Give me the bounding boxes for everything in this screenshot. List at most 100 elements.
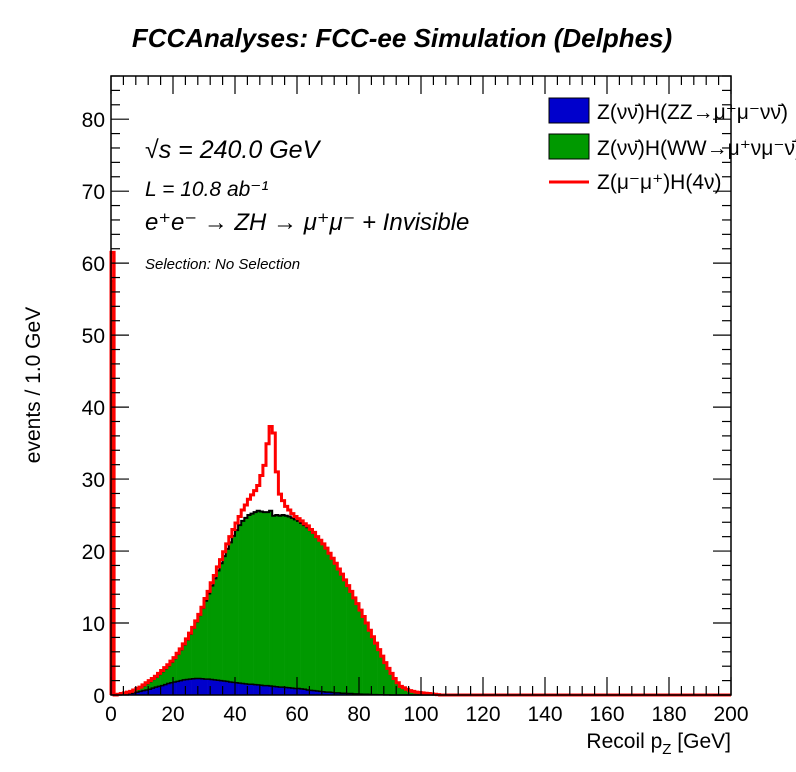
bar-zz (145, 689, 149, 695)
x-tick-label: 0 (105, 703, 117, 726)
bar-ww (188, 633, 192, 680)
legend-swatch-zz (548, 97, 590, 124)
bar-ww (362, 616, 366, 695)
bar-ww (207, 593, 211, 680)
bar-ww (228, 542, 233, 683)
bar-zz (169, 682, 174, 695)
histogram-bars (109, 250, 731, 697)
x-axis-label: Recoil pZ [GeV] (586, 730, 731, 758)
bar-zz (284, 687, 288, 695)
bar-ww (142, 685, 146, 691)
bar-ww (148, 681, 152, 690)
bar-zz (331, 692, 335, 695)
bar-ww (160, 671, 164, 686)
bar-zz (176, 681, 180, 695)
bar-zz (321, 691, 326, 695)
bar-zz (266, 685, 270, 695)
bar-ww (377, 649, 381, 695)
bar-zz (160, 685, 164, 695)
bar-ww (210, 585, 214, 680)
bar-ww (250, 513, 254, 685)
bar-ww (176, 653, 180, 682)
bar-zz (157, 686, 161, 695)
bar-ww (200, 607, 205, 679)
bar-zz (259, 685, 264, 695)
x-tick-label: 100 (403, 703, 438, 726)
bar-zz (309, 690, 313, 695)
bar-zz (179, 680, 183, 695)
bar-zz (148, 689, 152, 695)
bar-ww (383, 662, 388, 695)
bar-ww (402, 687, 406, 695)
bar-ww (163, 668, 168, 685)
bar-ww (216, 570, 220, 681)
bar-zz (241, 683, 245, 695)
bar-zz (235, 682, 239, 695)
bar-ww (315, 536, 319, 692)
bar-ww (380, 656, 385, 695)
y-tick-label: 80 (82, 109, 105, 132)
bar-zz (225, 681, 230, 695)
bar-zz (142, 690, 146, 695)
bar-ww (225, 548, 230, 682)
y-tick-label: 30 (82, 469, 105, 492)
bar-zz (297, 688, 301, 695)
bar-ww (169, 661, 174, 683)
bar-ww (374, 643, 378, 695)
bar-ww (173, 658, 177, 683)
bar-zz (166, 683, 171, 695)
x-tick-label: 140 (527, 703, 562, 726)
bar-ww (300, 522, 304, 689)
bar-ww (182, 644, 186, 680)
bar-ww (284, 515, 288, 688)
bar-ww (318, 540, 323, 692)
bar-zz (135, 692, 140, 695)
x-tick-label: 160 (589, 703, 624, 726)
bar-ww (157, 674, 161, 687)
bar-zz (272, 686, 276, 695)
bar-zz (191, 678, 195, 695)
bar-ww (222, 556, 226, 681)
bar-ww (331, 558, 335, 693)
bar-ww (179, 649, 183, 681)
bar-ww (253, 512, 257, 685)
bar-ww (256, 510, 261, 685)
bar-ww (399, 686, 403, 695)
bar-ww (309, 530, 313, 691)
bar-zz (244, 683, 248, 695)
bar-zz (343, 693, 347, 695)
bar-zz (238, 683, 242, 695)
bar-zz (293, 688, 298, 695)
bar-zz (287, 687, 292, 695)
bar-ww (287, 516, 292, 688)
bar-zz (250, 684, 254, 695)
bar-zz (278, 687, 282, 695)
bar-ww (390, 673, 394, 695)
bar-ww (281, 515, 285, 688)
bar-ww (191, 628, 195, 679)
annotation-process: e⁺e⁻ → ZH → μ⁺μ⁻ + Invisible (145, 209, 469, 236)
bar-ww (290, 517, 295, 689)
bar-ww (365, 623, 369, 695)
bar-zz (185, 679, 189, 695)
y-tick-label: 40 (82, 397, 105, 420)
bar-ww (340, 574, 344, 694)
bar-ww (247, 515, 251, 685)
bar-ww (219, 563, 223, 681)
bar-ww (386, 668, 391, 695)
bar-ww (337, 569, 341, 693)
bar-ww (275, 515, 279, 687)
signal-line (109, 250, 731, 697)
bar-zz (163, 684, 168, 695)
bar-ww (166, 665, 171, 684)
legend-label-zz: Z(νν̄)H(ZZ→μ⁺μ⁻νν̄) (597, 101, 788, 124)
y-tick-label: 50 (82, 325, 105, 348)
bar-ww (272, 515, 276, 687)
bar-ww (328, 553, 332, 693)
y-axis-label: events / 1.0 GeV (22, 307, 45, 463)
bar-ww (396, 682, 400, 695)
bar-zz (210, 679, 214, 695)
bar-zz (290, 688, 295, 695)
bar-zz (262, 685, 267, 695)
bar-zz (318, 691, 323, 695)
